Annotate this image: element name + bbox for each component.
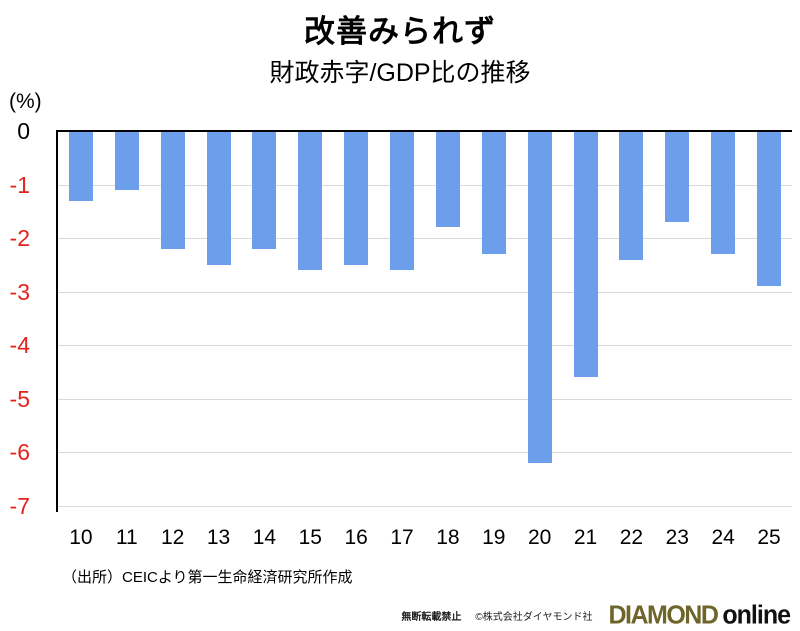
bar-year-24: [711, 132, 736, 255]
diamond-online-logo: DIAMOND online: [608, 600, 791, 630]
bar-year-11: [114, 132, 139, 190]
x-tick-label-19: 19: [482, 526, 506, 549]
x-tick-label-20: 20: [528, 526, 552, 549]
bar-year-22: [619, 132, 644, 260]
x-tick-label-16: 16: [344, 526, 368, 549]
gridline--7: [58, 506, 792, 507]
gridline--5: [58, 398, 792, 400]
copyright-notice: ©株式会社ダイヤモンド社: [475, 612, 593, 623]
y-tick-label--6: -6: [9, 439, 30, 466]
x-tick-label-23: 23: [665, 526, 689, 549]
logo-online-text: online: [722, 600, 791, 630]
x-tick-label-24: 24: [711, 526, 735, 549]
chart-subtitle: 財政赤字/GDP比の推移: [269, 59, 531, 87]
x-tick-label-14: 14: [252, 526, 277, 549]
y-axis-line: [56, 130, 58, 512]
logo-diamond-text: DIAMOND: [608, 600, 718, 630]
bar-year-17: [390, 132, 415, 271]
y-axis-unit-label: (%): [9, 90, 42, 113]
bar-year-13: [206, 132, 231, 265]
y-tick-label--1: -1: [9, 171, 30, 198]
bar-year-15: [298, 132, 323, 271]
x-tick-label-10: 10: [69, 526, 93, 549]
y-tick-label--4: -4: [9, 332, 30, 359]
bar-year-20: [527, 132, 552, 464]
x-tick-label-11: 11: [115, 526, 138, 549]
plot-area: [56, 130, 792, 512]
bar-year-16: [344, 132, 369, 265]
gridline--3: [58, 291, 792, 293]
x-tick-label-25: 25: [757, 526, 781, 549]
x-tick-label-12: 12: [161, 526, 185, 549]
x-tick-label-22: 22: [619, 526, 644, 549]
bar-year-18: [435, 132, 460, 228]
y-tick-label--5: -5: [9, 385, 30, 412]
x-tick-label-21: 21: [573, 526, 598, 549]
x-axis-labels: 10 11 12 13 14 15 16 17 18 19 20 21 22 23 24 25: [58, 524, 792, 552]
gridline--6: [58, 452, 792, 454]
bar-year-14: [252, 132, 277, 249]
bar-year-25: [757, 132, 782, 287]
gridline--4: [58, 345, 792, 347]
x-tick-label-17: 17: [390, 526, 414, 549]
y-axis-labels: 0 -1 -2 -3 -4 -5 -6 -7: [0, 118, 30, 519]
gridline--2: [58, 238, 792, 240]
bar-year-23: [665, 132, 690, 223]
y-tick-label--7: -7: [9, 493, 30, 519]
x-tick-label-13: 13: [206, 526, 231, 549]
source-note: （出所）CEICより第一生命経済研究所作成: [62, 569, 353, 586]
bar-year-10: [68, 132, 93, 201]
footer-credits: 無断転載禁止 ©株式会社ダイヤモンド社 DIAMOND online: [401, 600, 791, 630]
y-tick-label--3: -3: [9, 278, 30, 305]
bar-year-19: [481, 132, 506, 255]
y-tick-label--2: -2: [9, 225, 30, 252]
chart-title: 改善みられず: [304, 14, 496, 49]
bar-year-12: [160, 132, 185, 249]
y-tick-label-0: 0: [17, 118, 30, 144]
bar-year-21: [573, 132, 598, 378]
x-tick-label-18: 18: [436, 526, 460, 549]
no-reproduction-notice: 無断転載禁止: [401, 612, 462, 623]
x-tick-label-15: 15: [298, 526, 322, 549]
zero-axis-line: [56, 130, 792, 132]
gridline--1: [58, 184, 792, 186]
